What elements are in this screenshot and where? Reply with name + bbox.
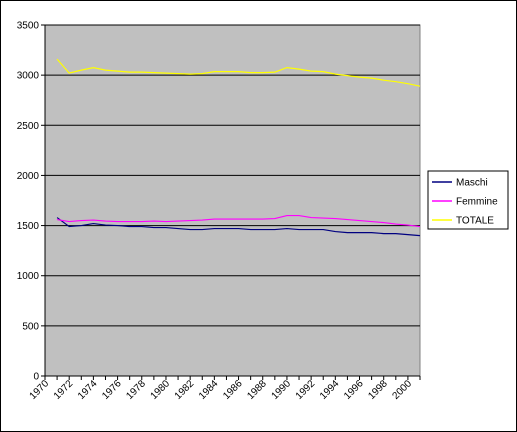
x-tick-label-1978: 1978 (124, 378, 148, 402)
x-tick-label-1970: 1970 (28, 378, 52, 402)
x-tick-label-1996: 1996 (342, 378, 366, 402)
x-tick-label-1974: 1974 (76, 378, 100, 402)
series-lines (56, 58, 421, 237)
y-tick-label-3500: 3500 (17, 21, 40, 32)
axes (44, 25, 420, 377)
y-tick-label-1500: 1500 (17, 221, 40, 232)
y-tick-label-2000: 2000 (17, 171, 40, 182)
x-axis-ticks: 1970 1972 1974 1976 1978 1980 1982 1984 1986 1988… (28, 376, 421, 402)
gridlines (45, 24, 420, 327)
series-line-femmine (57, 214, 421, 228)
x-tick-label-1984: 1984 (197, 378, 221, 402)
plot-area (44, 24, 421, 377)
y-tick-label-500: 500 (22, 321, 39, 332)
x-tick-label-1990: 1990 (270, 378, 294, 402)
legend: Maschi Femmine TOTALE (427, 170, 509, 230)
y-tick-label-3000: 3000 (17, 71, 40, 82)
x-tick-label-1982: 1982 (173, 378, 197, 402)
legend-label-maschi: Maschi (456, 178, 488, 189)
x-tick-label-1994: 1994 (318, 378, 342, 402)
x-tick-label-1992: 1992 (294, 378, 318, 402)
x-tick-label-2000: 2000 (391, 378, 415, 402)
y-axis-ticks: 0 500 1000 1500 2000 2500 3000 3500 (17, 21, 45, 383)
x-tick-label-1976: 1976 (100, 378, 124, 402)
y-tick-label-1000: 1000 (17, 271, 40, 282)
x-tick-label-1998: 1998 (366, 378, 390, 402)
series-line-totale (56, 58, 421, 87)
x-tick-label-1972: 1972 (52, 378, 76, 402)
x-tick-label-1980: 1980 (149, 378, 173, 402)
legend-label-totale: TOTALE (456, 216, 494, 227)
series-line-maschi (56, 217, 421, 237)
y-tick-label-0: 0 (33, 372, 39, 383)
legend-label-femmine: Femmine (456, 197, 498, 208)
y-tick-label-2500: 2500 (17, 121, 40, 132)
x-tick-label-1988: 1988 (245, 378, 269, 402)
x-tick-label-1986: 1986 (221, 378, 245, 402)
